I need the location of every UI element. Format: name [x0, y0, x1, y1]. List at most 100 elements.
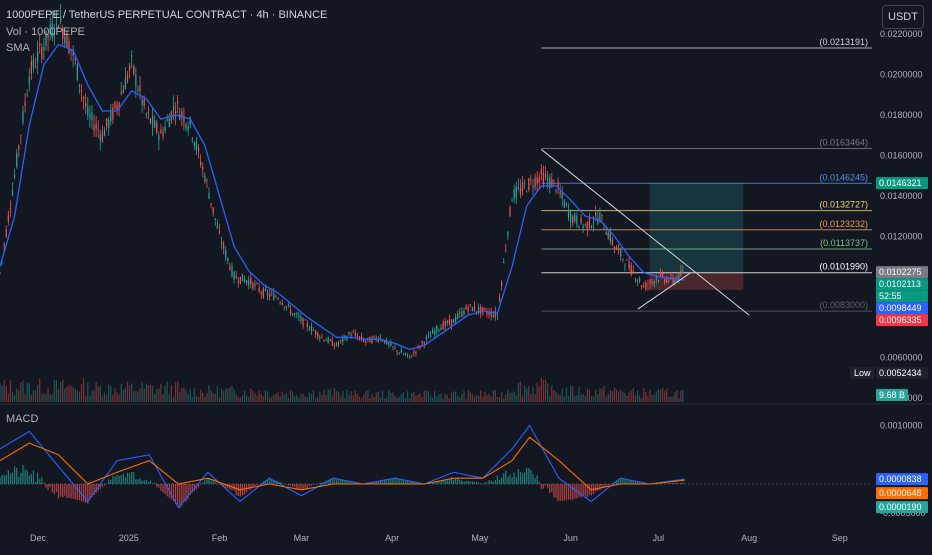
volume-bar — [306, 397, 308, 402]
volume-bar — [49, 394, 51, 402]
candle-body — [519, 187, 522, 195]
candle-body — [59, 15, 62, 23]
macd-histogram-bar — [373, 481, 375, 484]
candle-body — [367, 337, 369, 340]
macd-histogram-bar — [618, 479, 620, 484]
macd-histogram-bar — [57, 484, 60, 499]
volume-bar — [225, 388, 227, 402]
macd-histogram-bar — [676, 483, 678, 484]
volume-bar — [258, 390, 260, 402]
volume-bar — [657, 388, 660, 402]
macd-histogram-bar — [503, 473, 505, 484]
time-axis-tick: Sep — [832, 533, 848, 543]
candle-body — [442, 322, 444, 329]
price-axis-tick: 0.0160000 — [880, 150, 923, 160]
candle-body — [202, 166, 204, 170]
macd-histogram-bar — [335, 478, 338, 484]
volume-bar — [423, 390, 425, 402]
macd-histogram-bar — [615, 480, 618, 484]
volume-bar — [450, 392, 453, 402]
macd-histogram-bar — [574, 484, 576, 499]
volume-bar — [427, 391, 430, 402]
volume-bar — [509, 392, 511, 402]
macd-histogram-bar — [128, 473, 131, 484]
volume-bar — [233, 389, 235, 402]
macd-histogram-bar — [237, 484, 239, 497]
volume-bar — [26, 382, 28, 402]
volume-bar — [319, 391, 321, 402]
candle-body — [440, 327, 442, 331]
candle-body — [565, 203, 568, 205]
macd-histogram-bar — [655, 483, 657, 485]
candle-body — [14, 174, 16, 177]
macd-histogram-bar — [386, 479, 388, 484]
volume-bar — [440, 393, 442, 402]
time-axis-tick: Feb — [212, 533, 228, 543]
candle-body — [216, 225, 218, 229]
macd-histogram-bar — [609, 484, 611, 485]
candle-body — [628, 261, 630, 269]
macd-histogram-bar — [599, 484, 601, 491]
candle-body — [645, 282, 647, 289]
candle-body — [43, 46, 45, 51]
macd-histogram-bar — [133, 472, 135, 484]
volume-bar — [369, 398, 371, 402]
macd-histogram-bar — [678, 483, 680, 485]
candle-body — [618, 248, 620, 251]
volume-bar — [80, 383, 83, 402]
volume-bar — [103, 392, 106, 402]
low-label: Low — [854, 368, 871, 378]
volume-bar — [638, 395, 641, 402]
volume-bar — [66, 386, 68, 402]
currency-button[interactable]: USDT — [882, 5, 924, 29]
macd-histogram-bar — [76, 484, 78, 501]
macd-histogram-bar — [459, 479, 461, 484]
volume-bar — [567, 396, 570, 402]
volume-bar — [618, 391, 620, 402]
candle-body — [289, 309, 292, 314]
macd-histogram-bar — [668, 483, 670, 484]
macd-histogram-bar — [164, 484, 166, 494]
volume-bar — [356, 393, 359, 402]
volume-bar — [200, 389, 202, 402]
candle-body — [114, 102, 116, 109]
candle-body — [80, 90, 83, 92]
candle-body — [174, 111, 177, 115]
candle-body — [404, 354, 407, 356]
volume-bar — [409, 398, 411, 402]
volume-legend: Vol · 1000PEPE — [6, 26, 85, 38]
macd-histogram-bar — [47, 484, 49, 491]
candle-body — [496, 314, 499, 316]
macd-histogram-bar — [348, 481, 350, 484]
candle-body — [484, 308, 486, 310]
volume-bar — [183, 387, 185, 402]
fib-level-label: (0.0113737) — [820, 238, 868, 248]
candle-body — [24, 101, 26, 106]
volume-bar — [62, 379, 64, 402]
candle-body — [505, 249, 507, 251]
macd-histogram-bar — [197, 484, 200, 488]
macd-histogram-bar — [565, 484, 568, 501]
volume-bar — [287, 397, 290, 402]
candle-body — [331, 339, 333, 346]
macd-histogram-bar — [584, 484, 586, 496]
volume-bar — [285, 393, 287, 402]
candle-body — [561, 192, 563, 199]
macd-histogram-bar — [154, 482, 156, 484]
volume-bar — [601, 388, 603, 402]
volume-bar — [478, 395, 480, 402]
volume-bar — [271, 396, 273, 402]
macd-histogram-bar — [496, 475, 499, 484]
candle-body — [653, 281, 655, 284]
price-axis-tick: 0.0200000 — [880, 70, 923, 80]
macd-histogram-bar — [264, 480, 267, 484]
volume-bar — [377, 391, 379, 402]
macd-histogram-bar — [632, 480, 634, 484]
candle-body — [465, 305, 467, 310]
volume-bar — [208, 385, 210, 402]
candle-body — [193, 142, 196, 147]
candle-body — [469, 304, 471, 306]
volume-bar — [480, 390, 482, 402]
